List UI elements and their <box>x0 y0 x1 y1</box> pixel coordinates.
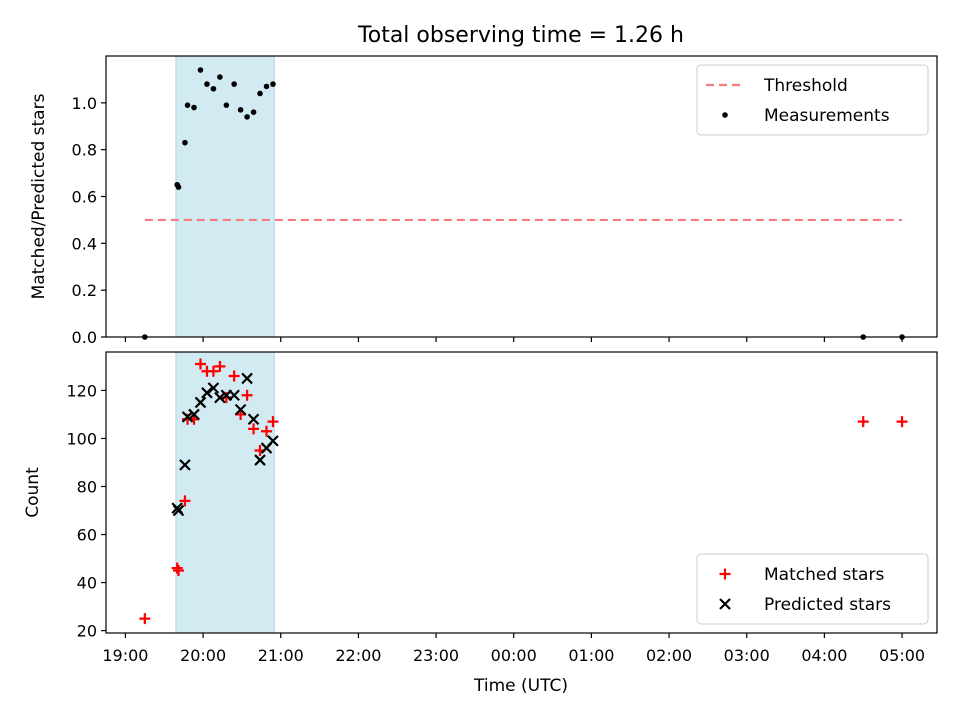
x-tick-label: 03:00 <box>724 646 770 665</box>
measurement-point <box>237 107 244 113</box>
measurement-point <box>270 81 276 87</box>
predicted-star-point <box>241 372 253 385</box>
legend-label: Threshold <box>763 76 848 96</box>
matched-star-point <box>261 425 273 437</box>
legend: Matched stars Predicted stars <box>696 553 929 625</box>
matched-star-point <box>241 389 253 401</box>
measurement-point <box>210 85 217 92</box>
predicted-star-point <box>234 403 247 416</box>
legend: Threshold Measurements <box>696 64 929 136</box>
measurement-point <box>197 67 204 73</box>
y-tick-label: 80 <box>77 477 97 496</box>
y-tick-label: 0.8 <box>72 141 97 160</box>
matched-star-point <box>194 358 206 370</box>
series-predicted-stars <box>171 372 279 517</box>
matched-star-point <box>896 416 908 428</box>
y-tick-label: 0.2 <box>72 281 97 300</box>
x-tick-label: 20:00 <box>180 646 226 665</box>
predicted-star-point <box>267 435 279 447</box>
predicted-star-point <box>181 411 194 423</box>
matched-star-point <box>267 416 279 428</box>
x-tick-label: 04:00 <box>801 646 847 665</box>
predicted-star-point <box>179 459 191 471</box>
predicted-star-point <box>214 391 226 404</box>
predicted-star-point <box>172 504 185 517</box>
predicted-star-point <box>247 413 260 426</box>
y-tick-label: 20 <box>77 622 97 641</box>
predicted-star-point <box>254 454 266 466</box>
y-axis-label: Count <box>23 467 43 518</box>
measurement-point <box>182 139 188 146</box>
ratio-panel: 0.0 0.2 0.4 0.6 0.8 1.0 Matched/Predicted star… <box>29 55 938 347</box>
measurement-point <box>263 83 270 90</box>
series-measurements <box>142 67 905 340</box>
measurement-point <box>184 102 191 108</box>
matched-star-point <box>207 365 219 377</box>
measurement-point <box>204 81 210 87</box>
y-tick-label: 0.4 <box>72 234 97 253</box>
x-tick-label: 01:00 <box>568 646 614 665</box>
y-tick-label: 100 <box>66 429 97 448</box>
y-tick-label: 60 <box>77 526 97 545</box>
series-matched-stars <box>139 358 908 625</box>
legend-box <box>696 64 929 136</box>
y-tick-label: 40 <box>77 574 97 593</box>
axes-frame <box>105 351 938 634</box>
predicted-star-point <box>207 382 220 394</box>
measurement-point <box>257 90 263 97</box>
x-tick-label: 02:00 <box>646 646 692 665</box>
matched-star-point <box>171 562 183 574</box>
legend-label: Predicted stars <box>764 595 891 615</box>
x-tick-label: 05:00 <box>879 646 925 665</box>
matched-star-point <box>179 495 191 507</box>
observing-window-shade <box>175 55 275 338</box>
measurement-point <box>244 114 250 120</box>
count-panel: 20 40 60 80 100 120 19:00 20:00 21:00 22:00 23:00 0… <box>23 351 938 665</box>
x-tick-label: 21:00 <box>258 646 304 665</box>
x-tick-label: 19:00 <box>102 646 148 665</box>
measurement-point <box>250 109 257 115</box>
predicted-star-point <box>188 408 200 421</box>
matched-star-point <box>857 416 869 428</box>
legend-predicted-swatch <box>719 598 731 610</box>
x-tick-label: 22:00 <box>335 646 381 665</box>
legend-measurement-swatch <box>722 112 728 118</box>
measurement-point <box>231 81 237 87</box>
measurement-point <box>175 184 182 190</box>
legend-label: Matched stars <box>764 565 884 585</box>
matched-star-point <box>172 565 184 577</box>
y-tick-label: 1.0 <box>72 94 97 113</box>
x-tick-label: 00:00 <box>491 646 537 665</box>
y-tick-label: 0.0 <box>72 328 97 347</box>
matched-star-point <box>214 360 226 372</box>
measurement-point <box>191 104 197 111</box>
figure-title: Total observing time = 1.26 h <box>357 23 684 48</box>
predicted-star-point <box>228 389 240 402</box>
predicted-star-point <box>194 396 207 409</box>
legend-box <box>696 553 929 625</box>
x-axis-label: Time (UTC) <box>473 676 568 696</box>
legend-matched-swatch <box>719 568 731 580</box>
y-axis-label: Matched/Predicted stars <box>29 93 49 299</box>
y-tick-label: 120 <box>66 381 97 400</box>
legend-label: Measurements <box>764 106 890 126</box>
x-tick-label: 23:00 <box>413 646 459 665</box>
matched-star-point <box>248 423 260 435</box>
measurement-point <box>217 74 223 80</box>
matched-star-point <box>139 613 151 625</box>
predicted-star-point <box>201 387 213 399</box>
y-tick-label: 0.6 <box>72 188 97 207</box>
measurement-point <box>223 102 230 108</box>
matched-star-point <box>228 370 240 382</box>
